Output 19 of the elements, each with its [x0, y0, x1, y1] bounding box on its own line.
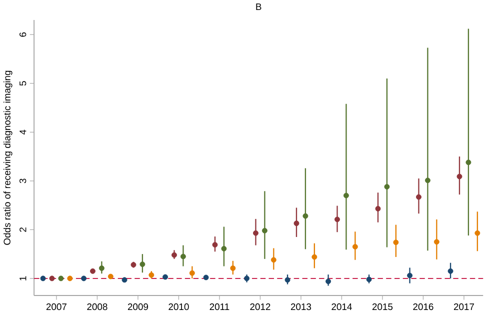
x-tick-label: 2017 — [454, 304, 474, 310]
y-tick-label: 3 — [19, 178, 26, 184]
x-tick-label: 2011 — [210, 304, 230, 310]
y-tick-label: 2 — [20, 228, 26, 232]
y-tick-label: 1 — [20, 276, 26, 281]
y-tick-label: 6 — [19, 32, 26, 37]
x-tick-label: 2015 — [372, 304, 393, 310]
x-tick-label: 2013 — [290, 304, 312, 310]
y-axis-title: Odds ratio of receiving diagnostic imaging — [4, 71, 12, 246]
x-tick-label: 2016 — [413, 304, 434, 310]
chart-title: B — [256, 4, 262, 10]
x-tick-label: 2008 — [87, 304, 108, 310]
x-tick-label: 2009 — [128, 304, 148, 310]
x-tick-label: 2012 — [250, 304, 270, 310]
x-tick-label: 2014 — [332, 304, 352, 310]
x-tick-label: 2010 — [168, 304, 189, 310]
y-tick-label: 4 — [20, 130, 26, 135]
y-tick-label: 5 — [20, 81, 26, 86]
x-tick-label: 2007 — [46, 304, 66, 310]
